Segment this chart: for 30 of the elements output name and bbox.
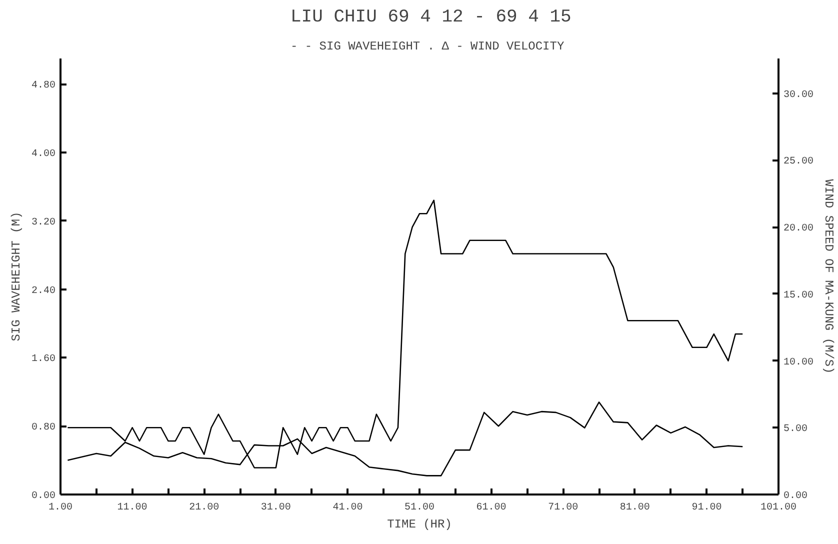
y2-tick-label: 5.00 <box>784 424 808 436</box>
x-tick-label: 11.00 <box>117 502 148 514</box>
chart-title: LIU CHIU 69 4 12 - 69 4 15 <box>290 8 572 28</box>
y-tick-label: 2.40 <box>31 286 56 297</box>
y2-axis-title: WIND SPEED OF MA-KUNG (M/S) <box>822 179 836 374</box>
x-tick-label: 101.00 <box>760 502 797 514</box>
y-tick-label: 0.00 <box>31 491 56 502</box>
y-tick-label: 3.20 <box>31 217 56 228</box>
x-tick-label: 51.00 <box>404 502 435 514</box>
y-axis-title: SIG WAVEHEIGHT (M) <box>9 212 24 342</box>
x-tick-label: 1.00 <box>48 502 73 514</box>
y2-tick-label: 15.00 <box>784 290 814 302</box>
y-tick-label: 4.00 <box>31 149 56 160</box>
x-tick-label: 41.00 <box>332 502 363 514</box>
y2-tick-label: 20.00 <box>784 224 814 235</box>
chart-subtitle: - - SIG WAVEHEIGHT . Δ - WIND VELOCITY <box>290 40 564 54</box>
x-axis-title: TIME (HR) <box>387 518 452 532</box>
y-tick-label: 0.80 <box>31 422 56 434</box>
y2-tick-label: 30.00 <box>784 90 814 101</box>
x-tick-label: 71.00 <box>548 502 578 514</box>
x-tick-label: 21.00 <box>189 502 220 514</box>
y-tick-label: 1.60 <box>31 354 56 366</box>
x-tick-label: 91.00 <box>692 502 722 514</box>
y2-tick-label: 0.00 <box>784 491 808 502</box>
y-tick-label: 4.80 <box>31 80 56 92</box>
y2-tick-label: 10.00 <box>784 357 814 368</box>
x-tick-label: 31.00 <box>260 502 291 514</box>
x-tick-label: 81.00 <box>620 502 650 514</box>
y2-tick-label: 25.00 <box>784 156 814 168</box>
x-tick-label: 61.00 <box>476 502 506 514</box>
